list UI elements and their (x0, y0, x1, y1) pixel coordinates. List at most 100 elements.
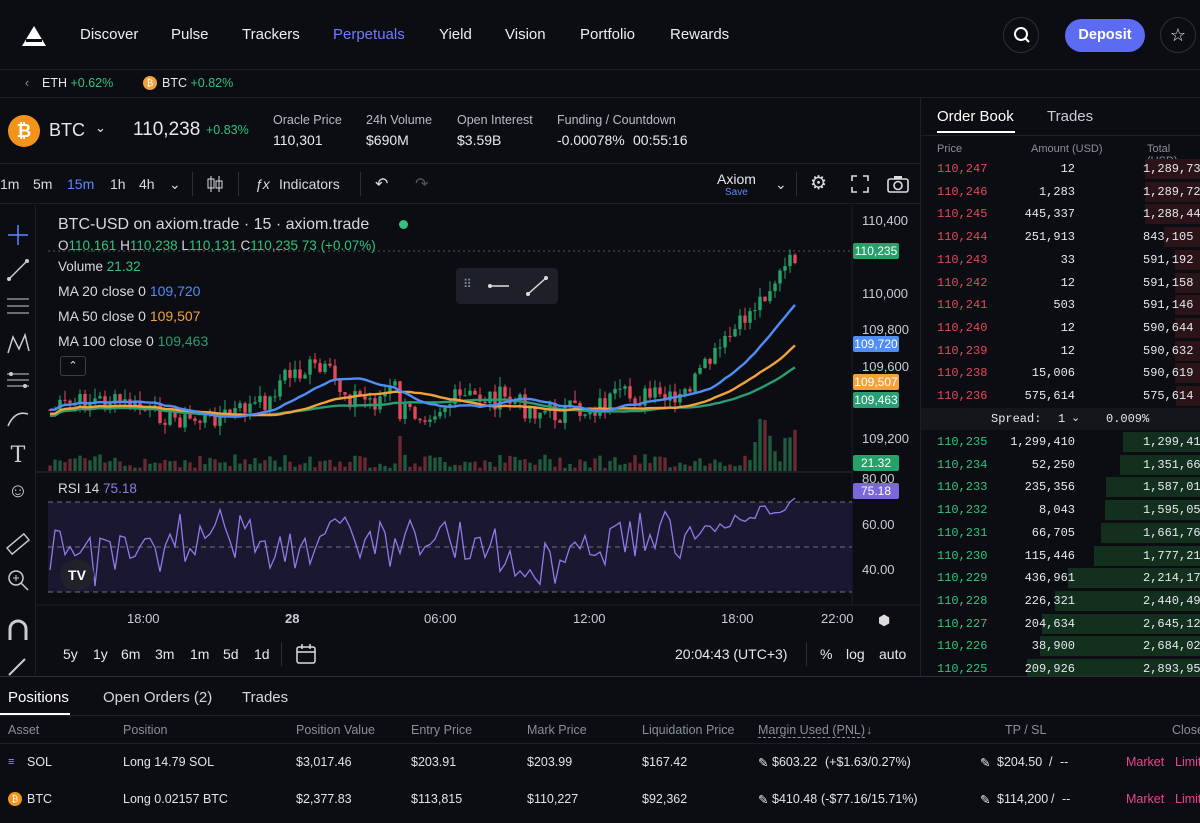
bid-row[interactable]: 110,227 204,634 2,645,127 (921, 613, 1200, 636)
bid-row[interactable]: 110,235 1,299,410 1,299,410 (921, 431, 1200, 454)
star-button[interactable]: ☆ (1160, 17, 1196, 53)
bid-row[interactable]: 110,230 115,446 1,777,210 (921, 545, 1200, 568)
tf-1m[interactable]: 1m (0, 176, 20, 192)
fullscreen-icon[interactable] (850, 174, 870, 194)
bid-row[interactable]: 110,228 226,321 2,440,493 (921, 590, 1200, 613)
range-1y[interactable]: 1y (93, 646, 108, 662)
range-6m[interactable]: 6m (121, 646, 141, 662)
nav-pulse[interactable]: Pulse (171, 26, 209, 43)
nav-trackers[interactable]: Trackers (242, 26, 300, 43)
undo-icon[interactable]: ↶ (375, 176, 389, 193)
collapse-legend-button[interactable]: ⌃ (60, 356, 86, 376)
chevron-down-icon[interactable]: ⌄ (775, 176, 787, 192)
trendline-icon[interactable] (5, 257, 31, 283)
bid-row[interactable]: 110,226 38,900 2,684,027 (921, 635, 1200, 658)
ask-row[interactable]: 110,245 445,337 1,288,442 (921, 203, 1200, 226)
edit-icon[interactable]: ✎ (758, 756, 769, 770)
drag-handle-icon[interactable]: ⠿ (463, 277, 472, 291)
bid-row[interactable]: 110,233 235,356 1,587,017 (921, 476, 1200, 499)
range-3m[interactable]: 3m (155, 646, 175, 662)
calendar-icon[interactable] (295, 643, 317, 665)
layout-name[interactable]: Axiom (717, 171, 756, 187)
ruler-icon[interactable] (5, 531, 31, 557)
ask-row[interactable]: 110,243 33 591,192 (921, 249, 1200, 272)
magnet-icon[interactable] (5, 618, 31, 644)
hexagon-icon[interactable]: ⬢ (878, 612, 891, 628)
candles-icon[interactable] (205, 174, 225, 194)
asset-name[interactable]: BTC (27, 792, 52, 806)
asset-name[interactable]: SOL (27, 755, 53, 769)
layout-save[interactable]: Save (725, 187, 748, 198)
ask-row[interactable]: 110,242 12 591,158 (921, 272, 1200, 295)
pattern-icon[interactable] (5, 331, 31, 357)
ask-row[interactable]: 110,238 15,006 590,619 (921, 362, 1200, 385)
spread-step[interactable]: 1 (1058, 412, 1066, 426)
close-limit-button[interactable]: Limit (1175, 755, 1200, 769)
arrow-down-icon[interactable]: ↓ (866, 723, 873, 737)
close-market-button[interactable]: Market (1126, 755, 1165, 769)
tf-1h[interactable]: 1h (110, 176, 126, 192)
indicators-button[interactable]: Indicators (279, 176, 340, 192)
ask-row[interactable]: 110,241 503 591,146 (921, 294, 1200, 317)
tf-4h[interactable]: 4h (139, 176, 155, 192)
market-symbol[interactable]: BTC (49, 120, 85, 140)
zoom-in-icon[interactable] (5, 567, 31, 593)
crosshair-icon[interactable] (5, 222, 31, 248)
gear-icon[interactable]: ⚙ (810, 173, 828, 194)
parallel-lines-icon[interactable] (5, 293, 31, 319)
edit-icon[interactable]: ✎ (980, 756, 991, 770)
tf-15m[interactable]: 15m (67, 176, 95, 192)
ask-row[interactable]: 110,246 1,283 1,289,725 (921, 181, 1200, 204)
chevron-left-icon[interactable]: ‹ (25, 76, 30, 90)
auto-scale-toggle[interactable]: auto (879, 646, 907, 662)
chart-canvas[interactable] (36, 205, 920, 635)
range-1d[interactable]: 1d (254, 646, 270, 662)
range-5d[interactable]: 5d (223, 646, 239, 662)
nav-portfolio[interactable]: Portfolio (580, 26, 636, 43)
chevron-down-icon[interactable]: ⌄ (95, 120, 106, 135)
close-limit-button[interactable]: Limit (1175, 792, 1200, 806)
chevron-down-icon[interactable]: ⌄ (169, 176, 181, 192)
search-button[interactable] (1003, 17, 1039, 53)
pencil-icon[interactable] (5, 653, 31, 679)
ray-line-icon[interactable] (524, 274, 550, 298)
camera-icon[interactable] (887, 174, 909, 194)
ask-row[interactable]: 110,236 575,614 575,614 (921, 385, 1200, 408)
nav-discover[interactable]: Discover (80, 26, 139, 43)
table-row[interactable]: ≡ SOL Long 14.79 SOL $3,017.46 $203.91 $… (0, 744, 1200, 781)
tab-order-book[interactable]: Order Book (937, 108, 1014, 125)
ask-row[interactable]: 110,240 12 590,644 (921, 317, 1200, 340)
log-scale-toggle[interactable]: log (846, 646, 865, 662)
ask-row[interactable]: 110,244 251,913 843,105 (921, 226, 1200, 249)
col-margin-used[interactable]: Margin Used (PNL) (758, 723, 865, 738)
ask-row[interactable]: 110,239 12 590,632 (921, 340, 1200, 363)
redo-icon[interactable]: ↷ (415, 176, 429, 193)
range-5y[interactable]: 5y (63, 646, 78, 662)
tab-positions[interactable]: Positions (8, 689, 69, 706)
price-chart[interactable]: BTC-USD on axiom.trade · 15 · axiom.trad… (36, 205, 920, 675)
chevron-down-icon[interactable]: ⌄ (1071, 412, 1081, 424)
tradingview-logo[interactable]: TV (60, 560, 94, 590)
horizontal-line-icon[interactable] (486, 276, 512, 296)
emoji-icon[interactable]: ☺ (7, 480, 29, 502)
tf-5m[interactable]: 5m (33, 176, 53, 192)
clock-readout[interactable]: 20:04:43 (UTC+3) (675, 646, 788, 662)
brush-icon[interactable] (5, 406, 31, 432)
nav-yield[interactable]: Yield (439, 26, 472, 43)
close-market-button[interactable]: Market (1126, 792, 1165, 806)
nav-rewards[interactable]: Rewards (670, 26, 730, 43)
edit-icon[interactable]: ✎ (758, 793, 769, 807)
bid-row[interactable]: 110,225 209,926 2,893,952 (921, 658, 1200, 681)
text-icon[interactable]: T (10, 443, 26, 468)
edit-icon[interactable]: ✎ (980, 793, 991, 807)
nav-vision[interactable]: Vision (505, 26, 546, 43)
table-row[interactable]: ₿ BTC Long 0.02157 BTC $2,377.83 $113,81… (0, 781, 1200, 818)
tab-open-orders[interactable]: Open Orders (2) (103, 689, 213, 706)
tab-trades[interactable]: Trades (1047, 108, 1094, 125)
ticker-btc[interactable]: BTC +0.82% (162, 76, 233, 90)
nav-perpetuals[interactable]: Perpetuals (333, 26, 405, 43)
ask-row[interactable]: 110,247 12 1,289,737 (921, 158, 1200, 181)
bid-row[interactable]: 110,234 52,250 1,351,660 (921, 454, 1200, 477)
range-1m[interactable]: 1m (190, 646, 210, 662)
ticker-eth[interactable]: ETH +0.62% (42, 76, 113, 90)
